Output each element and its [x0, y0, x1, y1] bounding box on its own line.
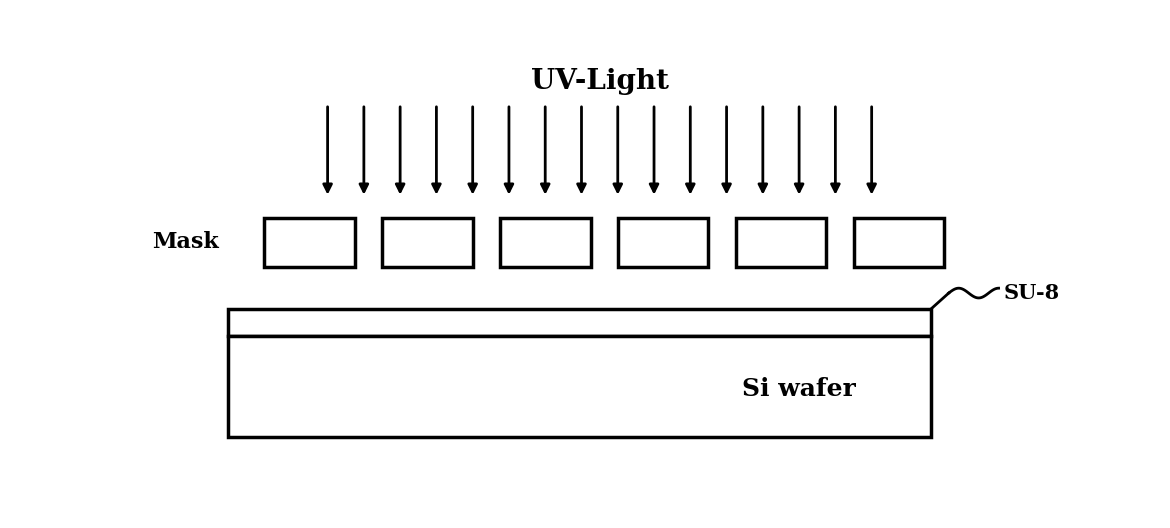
- Text: Mask: Mask: [152, 231, 219, 253]
- Text: UV-Light: UV-Light: [531, 68, 668, 95]
- Bar: [500, 218, 591, 267]
- Bar: [618, 218, 708, 267]
- Bar: [228, 309, 930, 336]
- Bar: [736, 218, 826, 267]
- Bar: [228, 336, 930, 437]
- Bar: [854, 218, 944, 267]
- Text: Si wafer: Si wafer: [742, 376, 856, 401]
- Bar: [381, 218, 473, 267]
- Bar: [264, 218, 355, 267]
- Text: SU-8: SU-8: [1003, 283, 1059, 303]
